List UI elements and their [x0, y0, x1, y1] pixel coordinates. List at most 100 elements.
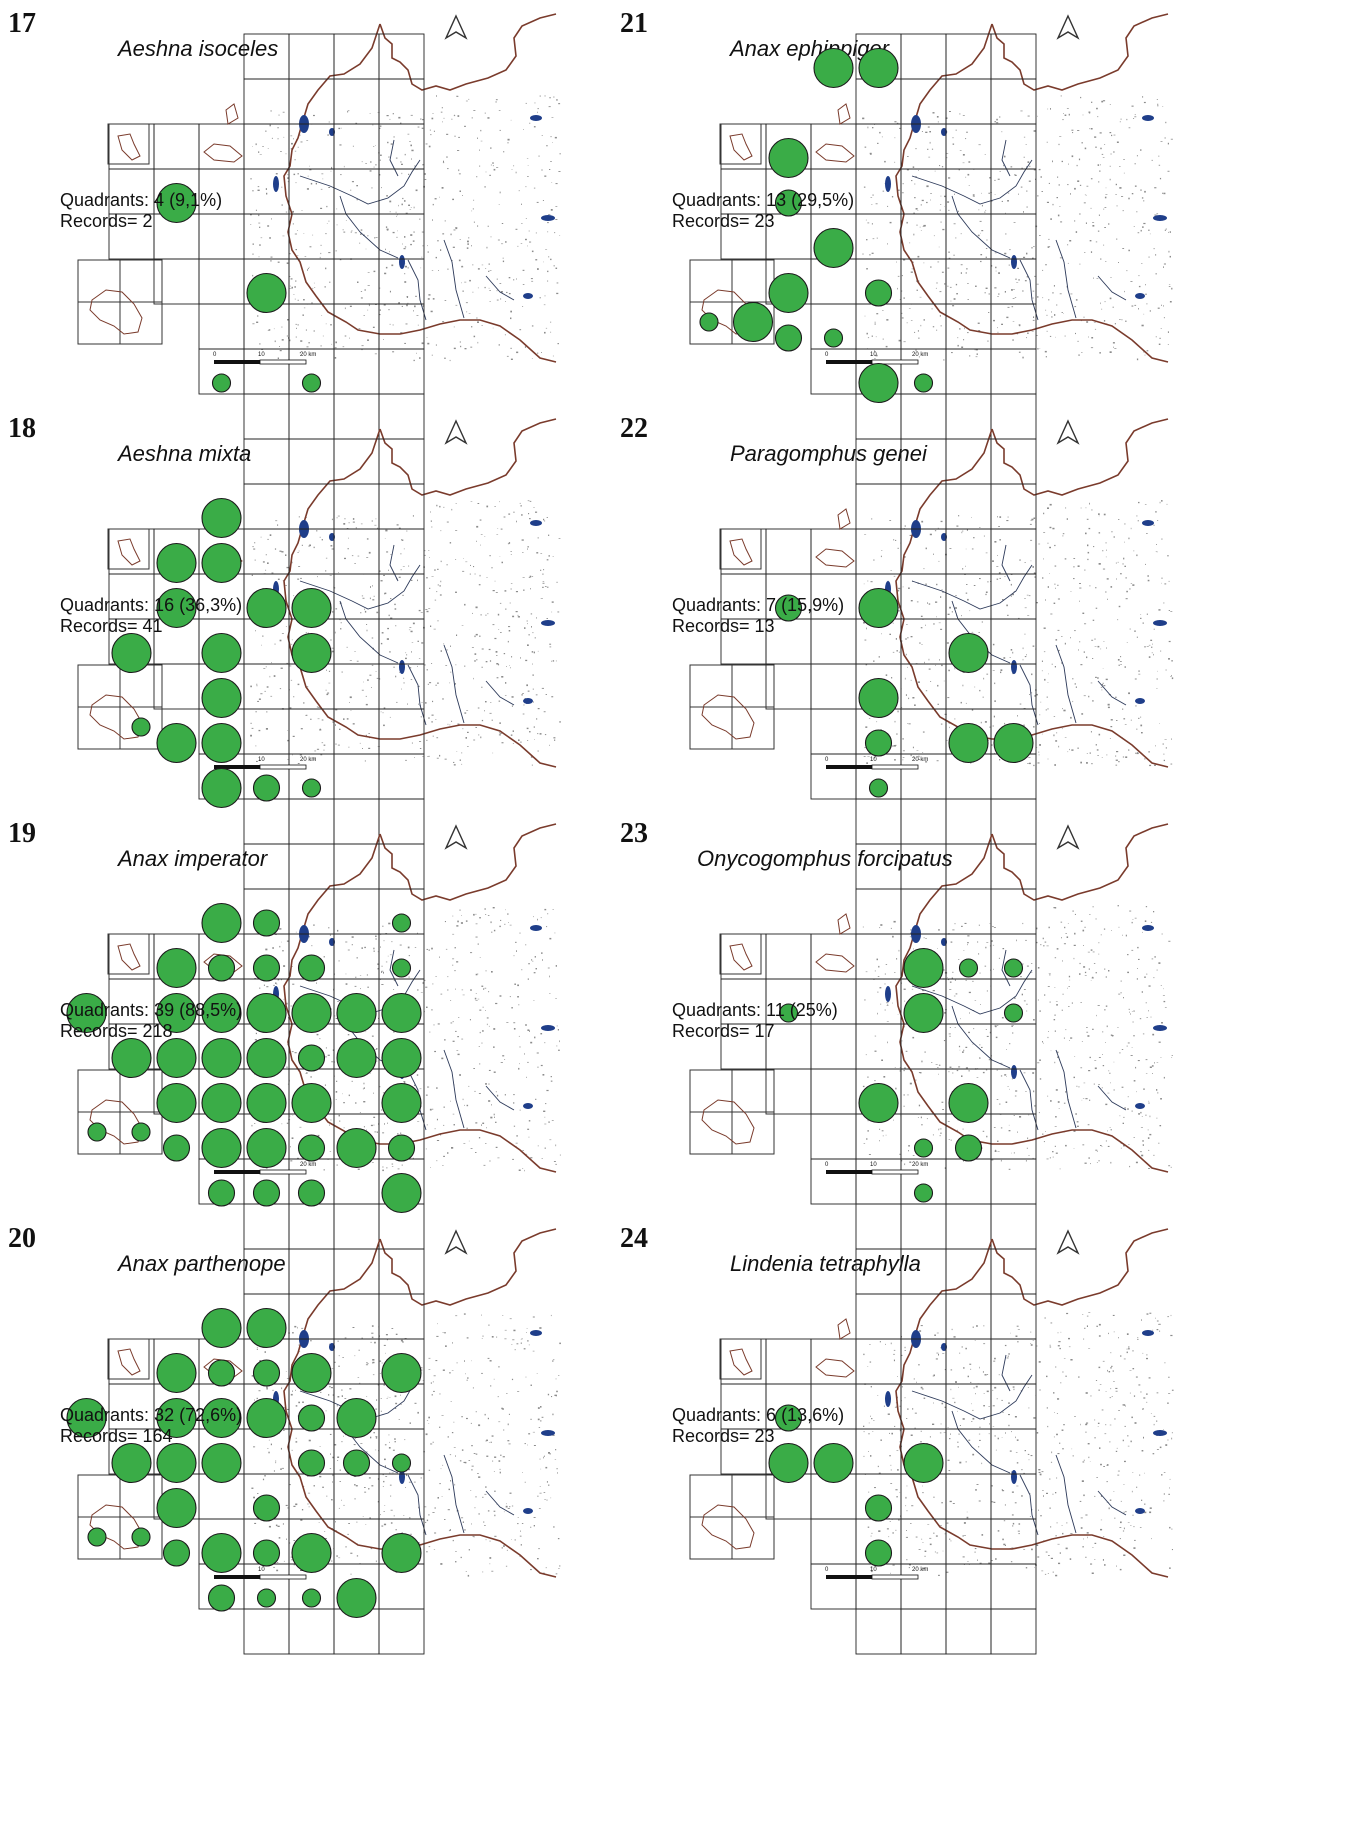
record-dot	[778, 1003, 799, 1023]
record-dot	[291, 1082, 332, 1124]
island-inset-small	[107, 1338, 150, 1380]
quadrant-stats: Quadrants: 6 (13,6%) Records= 23	[672, 1405, 844, 1447]
coastline	[895, 13, 1169, 363]
utm-grid	[108, 438, 425, 845]
coastline	[283, 823, 557, 1173]
record-dot	[913, 373, 934, 393]
island-inset-large	[689, 1069, 775, 1155]
inset-record-dot	[131, 1527, 151, 1547]
inset-record-dot	[87, 1527, 107, 1547]
scale-label-20: 20 km	[912, 757, 928, 763]
map-panel-24: 24 Lindenia tetraphylla 0 10 20 km Quadrants:…	[612, 1215, 1295, 1674]
record-dot	[381, 1037, 422, 1079]
record-dot	[774, 1404, 803, 1432]
record-dot	[903, 992, 944, 1034]
island-inset-small	[719, 933, 762, 975]
record-dot	[246, 272, 287, 314]
record-dot	[291, 1352, 332, 1394]
record-dot	[297, 1179, 326, 1207]
record-dot	[201, 1532, 242, 1574]
record-dot	[156, 182, 197, 224]
land-cover-texture	[862, 95, 1173, 361]
record-dot	[903, 947, 944, 989]
distribution-map: 0 10 20 km	[689, 823, 1173, 1250]
record-dot	[774, 594, 803, 622]
water-bodies	[273, 115, 555, 299]
coastline	[895, 823, 1169, 1173]
record-dot	[913, 1183, 934, 1203]
record-dot	[864, 279, 893, 307]
land-cover-texture	[250, 500, 561, 766]
scale-bar: 0 10 20 km	[825, 757, 928, 770]
record-dot	[111, 1442, 152, 1484]
figure-number: 21	[620, 8, 648, 39]
island-inset-small	[107, 123, 150, 165]
record-dot	[201, 992, 242, 1034]
record-dot	[162, 1539, 191, 1567]
record-dot	[66, 1397, 107, 1439]
figure-number: 17	[8, 8, 36, 39]
figure-number: 23	[620, 818, 648, 849]
record-dot	[954, 1134, 983, 1162]
scale-label-0: 0	[825, 352, 829, 358]
record-dot	[211, 373, 232, 393]
island-inset-small	[107, 933, 150, 975]
record-dot	[246, 1397, 287, 1439]
records-text: Records= 2	[60, 211, 153, 231]
islets	[815, 1318, 855, 1378]
record-dot	[156, 1397, 197, 1439]
scale-label-10: 10	[258, 757, 265, 763]
records-text: Records= 218	[60, 1021, 173, 1041]
record-dot	[768, 272, 809, 314]
record-dot	[207, 1584, 236, 1612]
quadrants-text: Quadrants: 11 (25%)	[672, 1000, 838, 1020]
north-arrow-icon	[444, 14, 468, 40]
records-text: Records= 23	[672, 1426, 775, 1446]
scale-label-10: 10	[870, 1162, 877, 1168]
quadrants-text: Quadrants: 6 (13,6%)	[672, 1405, 845, 1425]
record-dot	[381, 1532, 422, 1574]
record-dot	[201, 497, 242, 539]
rivers	[911, 544, 1127, 726]
record-dot	[252, 1539, 281, 1567]
map-panel-23: 23 Onycogomphus forcipatus 0 10 20 km Quadran…	[612, 810, 1295, 1269]
record-dot	[813, 1442, 854, 1484]
coastline	[895, 418, 1169, 768]
distribution-map: 0 10 20 km	[689, 13, 1173, 440]
record-dot	[201, 902, 242, 944]
record-dot	[774, 324, 803, 352]
utm-grid	[720, 438, 1037, 845]
record-dot	[858, 677, 899, 719]
record-dot	[336, 1127, 377, 1169]
quadrants-text: Quadrants: 4 (9,1%)	[60, 190, 223, 210]
scale-label-20: 20 km	[300, 757, 316, 763]
records-text: Records= 13	[672, 616, 775, 636]
record-dot	[207, 1359, 236, 1387]
quadrants-text: Quadrants: 39 (88,5%)	[60, 1000, 243, 1020]
record-dot	[993, 722, 1034, 764]
north-arrow-icon	[1056, 824, 1080, 850]
record-dot	[301, 373, 322, 393]
quadrant-stats: Quadrants: 11 (25%) Records= 17	[672, 1000, 838, 1042]
water-bodies	[885, 1330, 1167, 1514]
scale-label-10: 10	[258, 352, 265, 358]
record-dot	[864, 1494, 893, 1522]
record-dot	[201, 1037, 242, 1079]
species-name: Anax imperator	[118, 846, 268, 871]
record-dot	[336, 1397, 377, 1439]
inset-record-dot	[87, 1122, 107, 1142]
distribution-map: 0 10 20 km	[689, 1228, 1174, 1655]
quadrant-stats: Quadrants: 32 (72,6%) Records= 164	[60, 1405, 242, 1447]
distribution-map: 0 10 20 km	[689, 418, 1174, 845]
record-dot	[301, 778, 322, 798]
record-dot	[858, 362, 899, 404]
utm-grid	[108, 33, 425, 440]
figure-number: 22	[620, 413, 648, 444]
islets	[203, 103, 243, 163]
record-dot	[201, 1442, 242, 1484]
figure-number: 19	[8, 818, 36, 849]
record-dot	[291, 1532, 332, 1574]
record-dot	[156, 722, 197, 764]
